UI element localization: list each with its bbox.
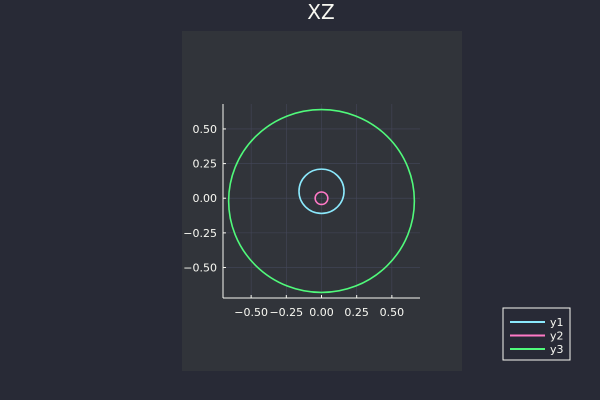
plot-panel	[182, 31, 462, 371]
chart-title: XZ	[307, 0, 334, 24]
series-y3-line	[227, 108, 416, 294]
series-group	[227, 108, 416, 294]
legend-label-y2: y2	[550, 330, 564, 343]
y-tick-label-2: 0.00	[193, 192, 218, 205]
x-tick-label-3: 0.25	[344, 306, 369, 319]
y-tick-label-3: −0.25	[183, 227, 217, 240]
gridlines	[223, 104, 420, 298]
x-tick-label-1: −0.25	[269, 306, 303, 319]
legend-box	[502, 307, 571, 361]
y-tick-label-0: 0.50	[193, 123, 218, 136]
x-tick-label-2: 0.00	[309, 306, 334, 319]
x-tick-label-0: −0.50	[234, 306, 268, 319]
series-y1-line	[298, 168, 345, 215]
axes	[222, 104, 420, 299]
series-y2-line	[314, 191, 329, 206]
x-tick-label-4: 0.50	[380, 306, 405, 319]
y-tick-label-4: −0.50	[183, 262, 217, 275]
tick-labels: −0.50 −0.25 0.00 0.25 0.500.500.250.00−0.25−…	[183, 123, 404, 319]
legend-label-y1: y1	[550, 316, 564, 329]
legend-label-y3: y3	[550, 343, 564, 356]
y-tick-label-1: 0.25	[193, 158, 218, 171]
